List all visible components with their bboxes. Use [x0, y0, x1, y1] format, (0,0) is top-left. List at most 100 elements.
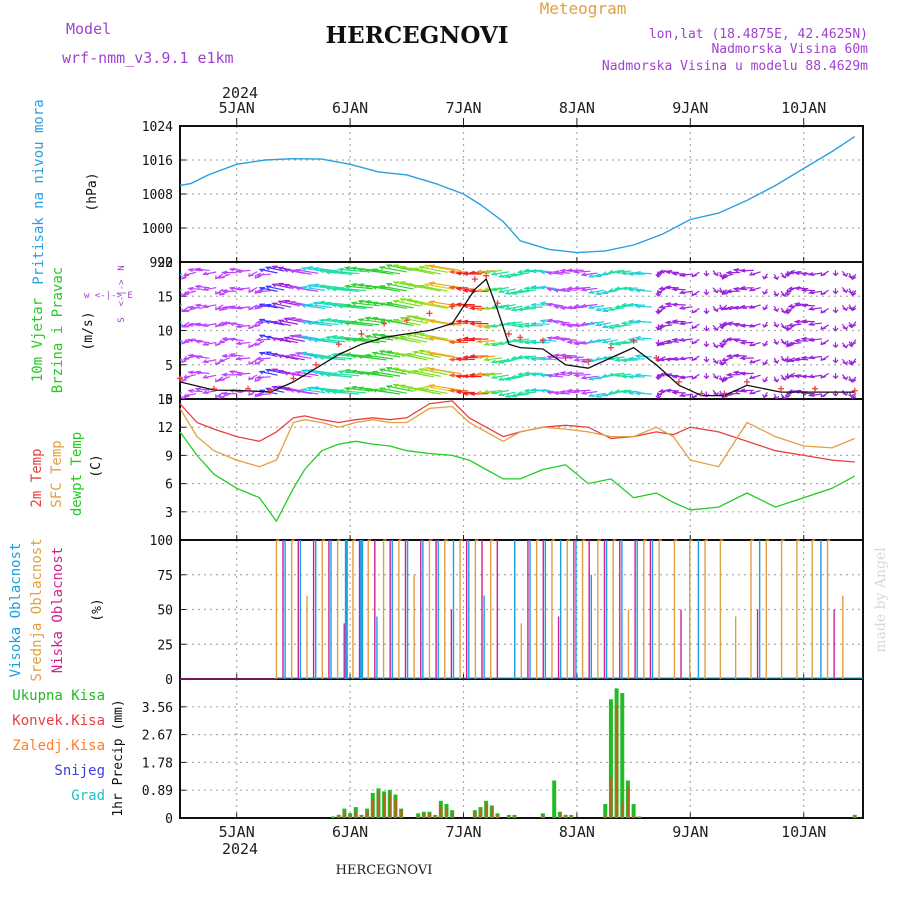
- pressure-axis-unit: (hPa): [85, 172, 100, 211]
- convective-precip-bar: [491, 807, 494, 818]
- convective-precip-bar: [377, 791, 380, 818]
- y-tick-label: 0.89: [142, 784, 173, 799]
- cloud-axis-unit: (%): [90, 598, 105, 621]
- precip-legend-freezing: Zaledj.Kisa: [12, 738, 105, 754]
- convective-precip-bar: [343, 812, 346, 818]
- precip-legend-convective: Konvek.Kisa: [12, 713, 105, 729]
- convective-precip-bar: [360, 816, 363, 818]
- sfc-temp-axis-title: SFC Temp: [49, 440, 65, 507]
- altitude-label: Nadmorska Visina 60m: [711, 42, 868, 57]
- convective-precip-bar: [485, 804, 488, 818]
- precip-legend-snow: Snijeg: [54, 763, 105, 779]
- model-altitude-label: Nadmorska Visina u modelu 88.4629m: [602, 59, 868, 74]
- pressure-axis-title: Pritisak na nivou mora: [31, 99, 47, 284]
- convective-precip-bar: [610, 777, 613, 818]
- model-name: wrf-nmm_v3.9.1 e1km: [62, 49, 234, 67]
- watermark: made by Angel: [873, 547, 889, 653]
- y-tick-label: 20: [157, 256, 173, 271]
- convective-precip-bar: [616, 706, 619, 818]
- total-precip-bar: [620, 693, 624, 818]
- y-tick-label: 75: [157, 569, 173, 584]
- bottom-year-label: 2024: [222, 840, 258, 858]
- model-label: Model: [66, 20, 111, 38]
- y-tick-label: 12: [157, 421, 173, 436]
- wind-axis-unit: (m/s): [81, 311, 96, 350]
- y-tick-label: 15: [157, 393, 173, 408]
- convective-precip-bar: [366, 812, 369, 818]
- convective-precip-bar: [621, 802, 624, 818]
- convective-precip-bar: [434, 816, 437, 818]
- convective-precip-bar: [355, 812, 358, 818]
- y-tick-label: 1016: [142, 154, 173, 169]
- bottom-day-label: 9JAN: [672, 823, 708, 841]
- precip-legend-total: Ukupna Kisa: [12, 688, 105, 704]
- wind-compass-ns: <-|->: [117, 279, 127, 307]
- convective-precip-bar: [423, 813, 426, 818]
- y-tick-label: 3.56: [142, 701, 173, 716]
- dewpoint-axis-title: dewpt Temp: [69, 432, 85, 516]
- convective-precip-bar: [428, 813, 431, 818]
- convective-precip-bar: [542, 815, 545, 818]
- y-tick-label: 9: [165, 449, 173, 464]
- convective-precip-bar: [565, 816, 568, 818]
- bottom-day-label: 5JAN: [219, 823, 255, 841]
- convective-precip-bar: [508, 816, 511, 818]
- convective-precip-bar: [497, 815, 500, 818]
- y-tick-label: 3: [165, 506, 173, 521]
- convective-precip-bar: [627, 787, 630, 818]
- y-tick-label: 0: [165, 812, 173, 827]
- convective-precip-bar: [559, 813, 562, 818]
- y-tick-label: 1000: [142, 222, 173, 237]
- convective-precip-bar: [570, 816, 573, 818]
- total-precip-bar: [637, 816, 641, 818]
- convective-precip-bar: [451, 813, 454, 818]
- y-tick-label: 1024: [142, 120, 173, 135]
- y-tick-label: 50: [157, 604, 173, 619]
- bottom-day-label: 10JAN: [781, 823, 826, 841]
- temp2m-axis-title: 2m Temp: [29, 448, 45, 507]
- convective-precip-bar: [394, 799, 397, 818]
- footer-station: HERCEGNOVI: [336, 863, 433, 878]
- convective-precip-bar: [480, 809, 483, 818]
- low-cloud-axis-title: Niska Oblacnost: [50, 547, 66, 673]
- y-tick-label: 1.78: [142, 756, 173, 771]
- y-tick-label: 6: [165, 478, 173, 493]
- meteogram-label: Meteogram: [540, 0, 627, 18]
- y-tick-label: 5: [165, 359, 173, 374]
- y-tick-label: 2.67: [142, 729, 173, 744]
- wind-axis-subtitle: Brzina i Pravac: [50, 267, 66, 393]
- station-title: HERCEGNOVI: [325, 22, 508, 49]
- convective-precip-bar: [400, 810, 403, 818]
- y-tick-label: 15: [157, 290, 173, 305]
- convective-precip-bar: [445, 809, 448, 818]
- wind-compass-s: S: [117, 317, 127, 322]
- convective-precip-bar: [633, 815, 636, 818]
- convective-precip-bar: [854, 816, 857, 818]
- convective-precip-bar: [474, 812, 477, 818]
- top-day-label: 6JAN: [332, 99, 368, 117]
- bottom-day-label: 6JAN: [332, 823, 368, 841]
- lonlat-label: lon,lat (18.4875E, 42.4625N): [649, 27, 868, 42]
- top-day-label: 5JAN: [219, 99, 255, 117]
- y-tick-label: 25: [157, 638, 173, 653]
- bottom-day-label: 7JAN: [445, 823, 481, 841]
- convective-precip-bar: [349, 815, 352, 818]
- y-tick-label: 100: [150, 534, 173, 549]
- top-day-label: 8JAN: [559, 99, 595, 117]
- convective-precip-bar: [417, 815, 420, 818]
- total-precip-bar: [552, 781, 556, 818]
- precip-axis-unit: 1hr Precip (mm): [111, 699, 126, 816]
- convective-precip-bar: [383, 795, 386, 818]
- convective-precip-bar: [440, 806, 443, 818]
- temp-axis-unit: (C): [89, 454, 104, 477]
- mid-cloud-axis-title: Srednja Oblacnost: [29, 538, 45, 681]
- y-tick-label: 0: [165, 673, 173, 688]
- bottom-day-label: 8JAN: [559, 823, 595, 841]
- convective-precip-bar: [338, 815, 341, 818]
- wind-compass-n: N: [117, 265, 127, 270]
- wind-axis-title: 10m Vjetar: [30, 298, 46, 382]
- convective-precip-bar: [604, 815, 607, 818]
- convective-precip-bar: [372, 799, 375, 818]
- high-cloud-axis-title: Visoka Oblacnost: [8, 543, 24, 678]
